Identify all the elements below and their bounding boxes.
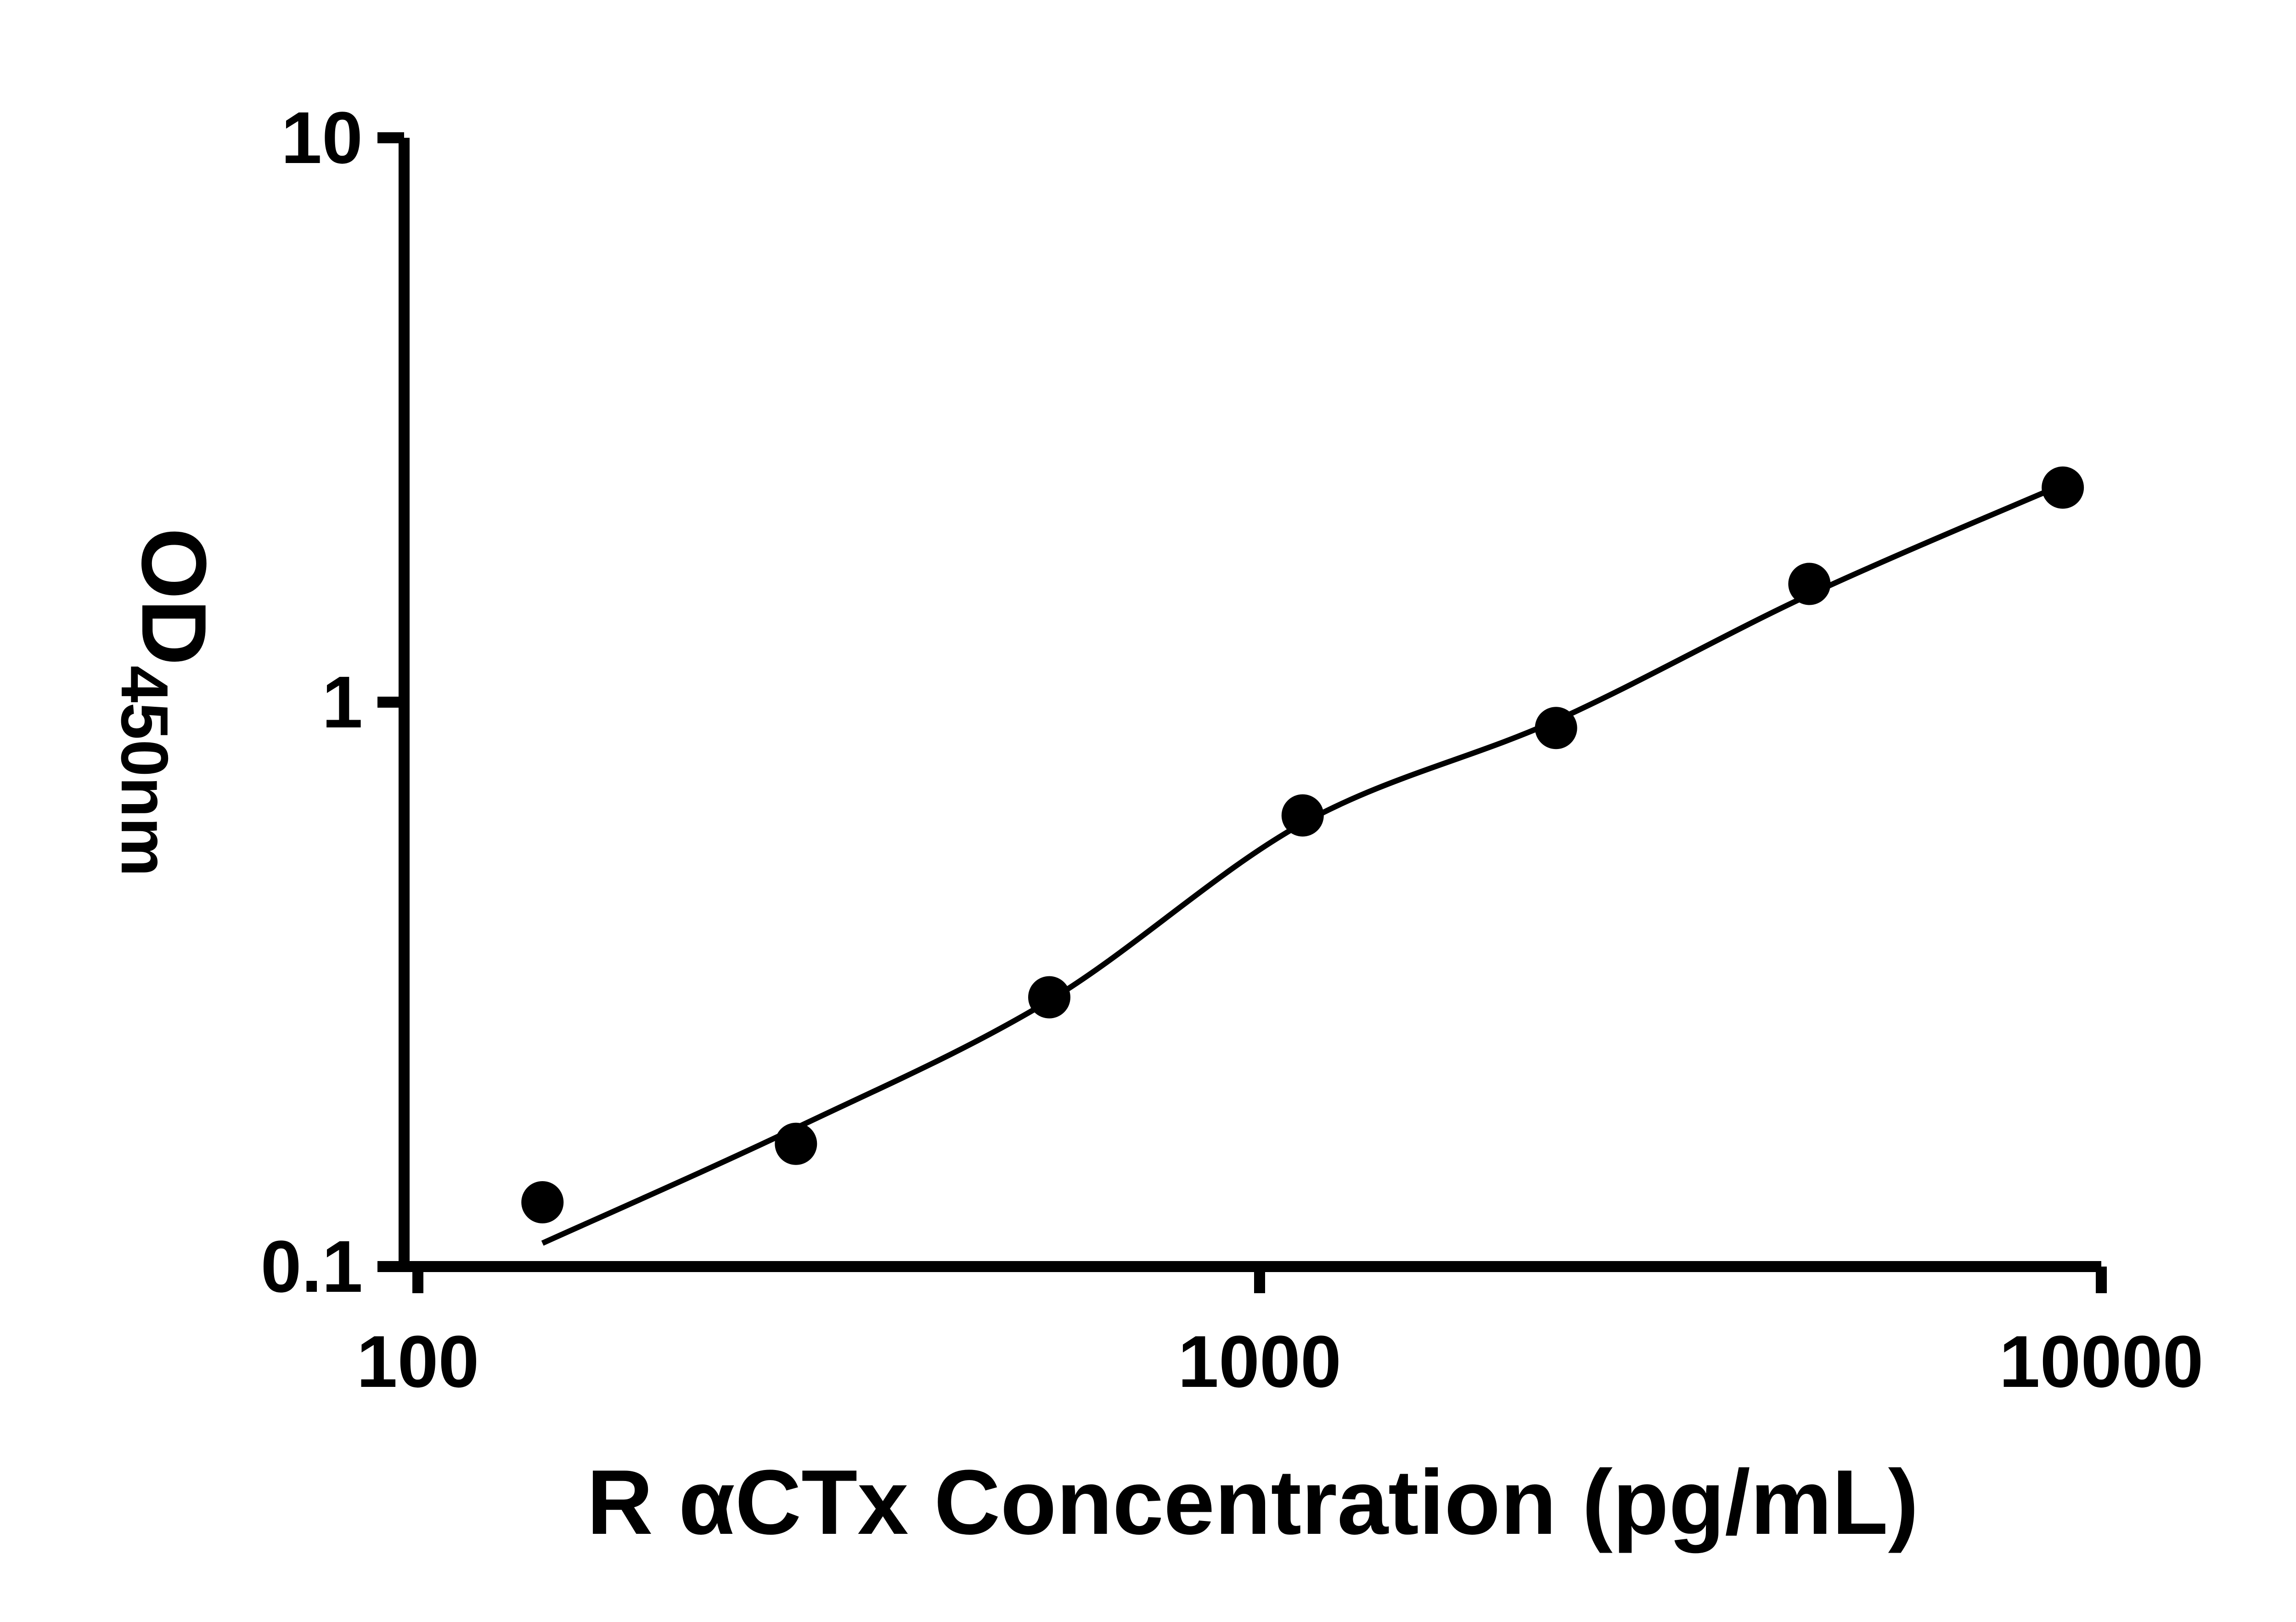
- y-axis-title-subscript: 450nm: [107, 665, 182, 876]
- fit-curve: [541, 482, 2064, 1246]
- data-point: [1535, 707, 1577, 749]
- y-axis-title-main: OD: [123, 528, 225, 665]
- y-tick-label: 1: [322, 661, 363, 743]
- x-tick-label: 100: [357, 1320, 479, 1402]
- y-tick-label: 10: [281, 96, 363, 179]
- data-point: [1281, 794, 1324, 837]
- data-point: [1028, 976, 1070, 1019]
- y-tick-label: 0.1: [261, 1225, 363, 1307]
- y-axis-title: OD450nm: [107, 528, 225, 876]
- data-point: [1788, 563, 1831, 605]
- data-point: [775, 1122, 817, 1165]
- x-tick-label: 1000: [1178, 1320, 1341, 1402]
- data-point: [2042, 466, 2084, 509]
- x-axis-title: R αCTx Concentration (pg/mL): [587, 1451, 1919, 1554]
- axis-lines: [399, 138, 2101, 1272]
- x-tick-label: 10000: [1999, 1320, 2204, 1402]
- data-point: [521, 1181, 564, 1223]
